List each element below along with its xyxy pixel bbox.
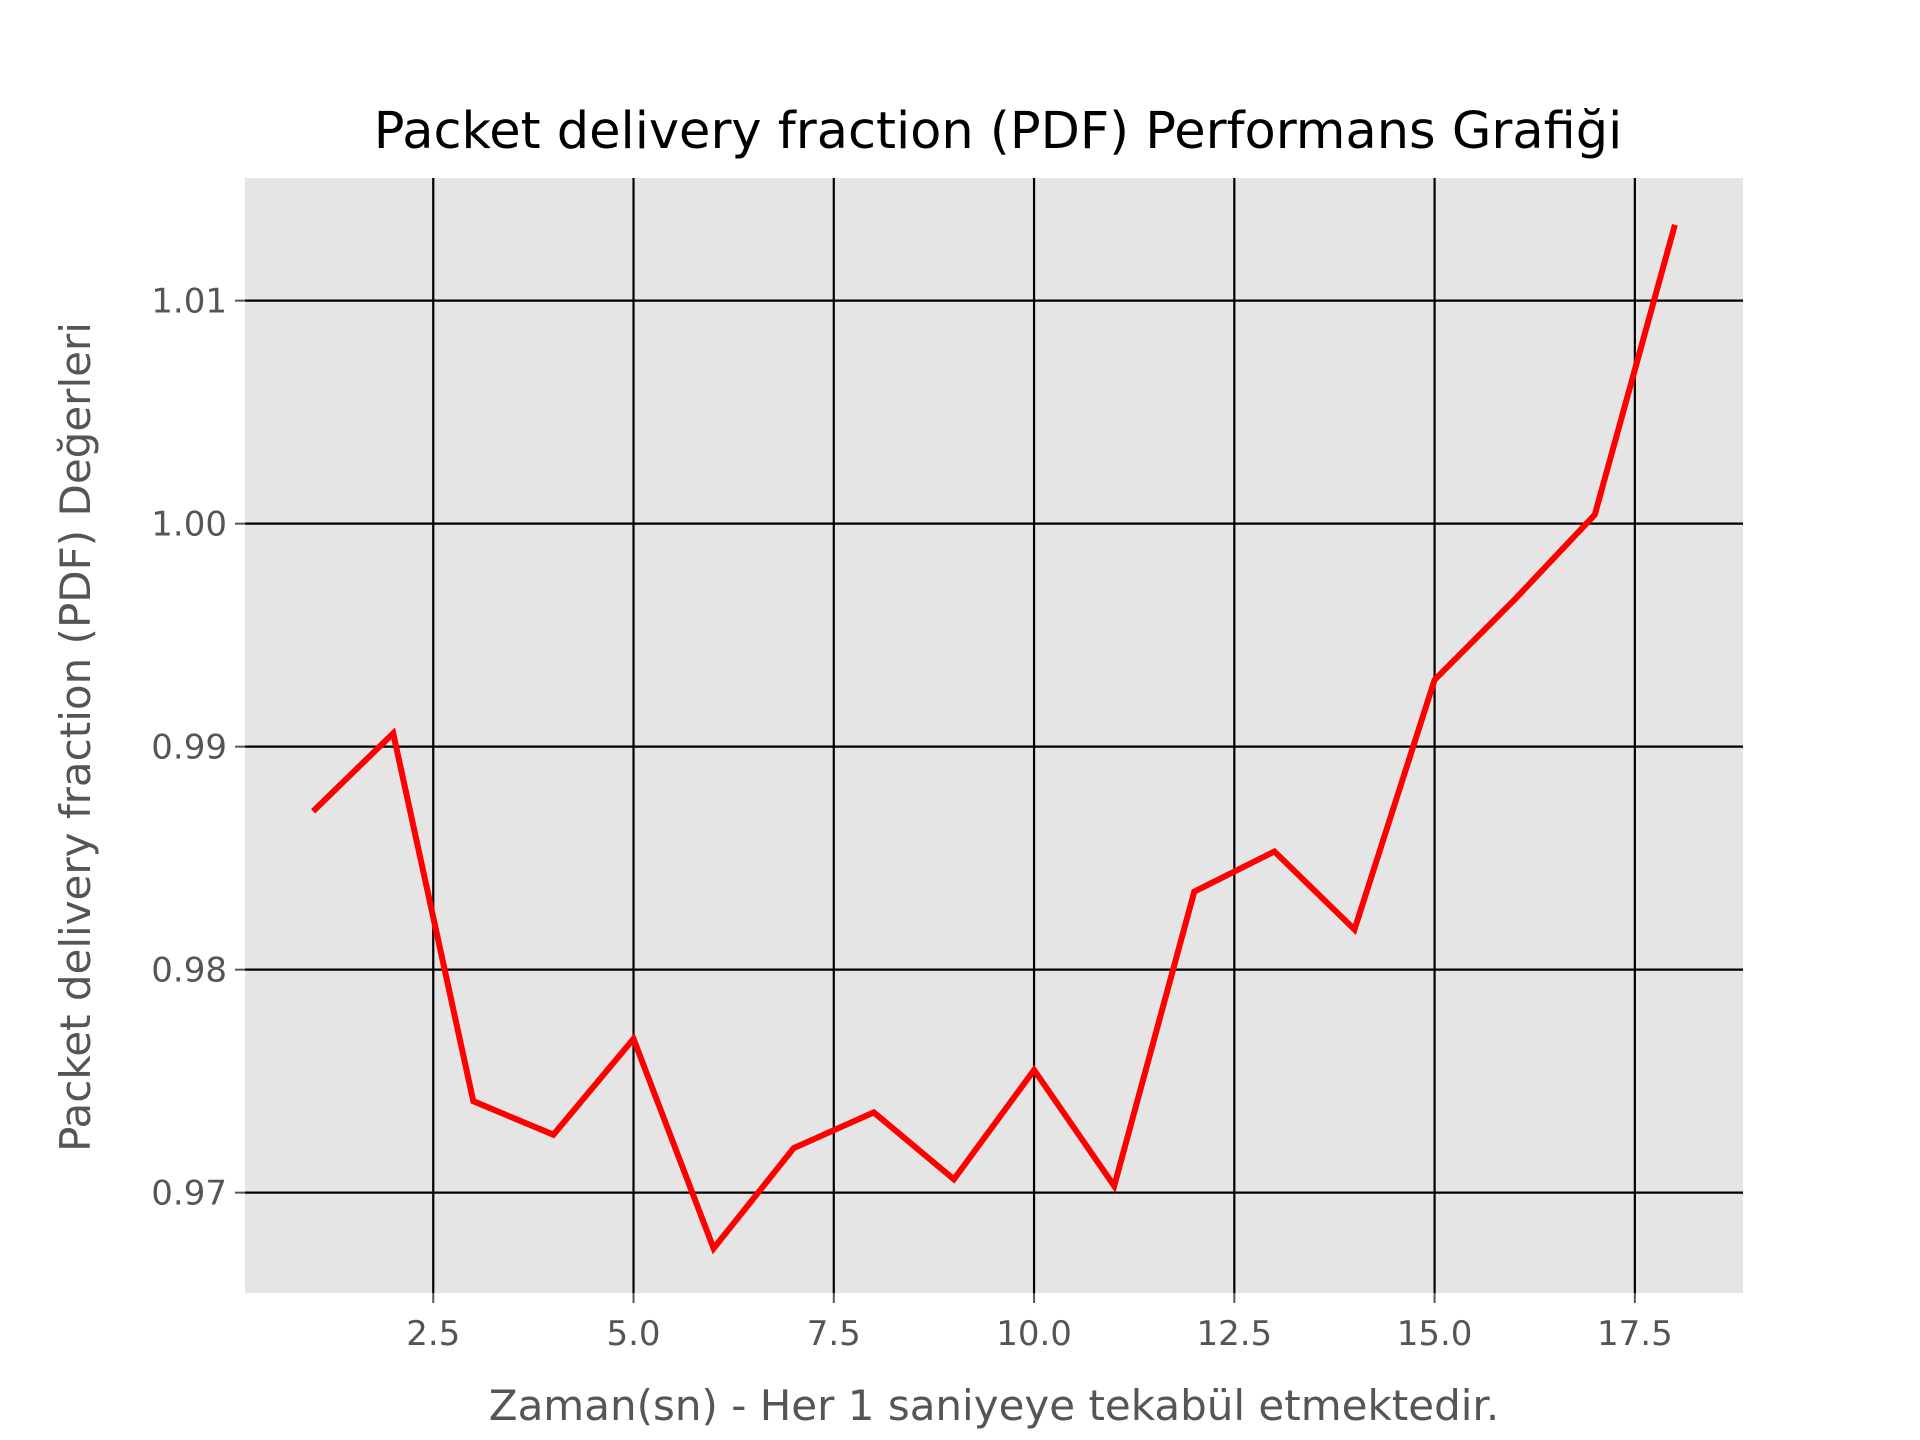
y-tick-label: 0.99 (151, 728, 227, 768)
chart-title: Packet delivery fraction (PDF) Performan… (374, 102, 1623, 161)
x-tick-label: 2.5 (406, 1314, 460, 1354)
y-axis-ticks: 0.97 0.98 0.99 1.00 1.01 (151, 282, 245, 1214)
series-group (311, 224, 1678, 1255)
y-tick-label: 1.01 (151, 282, 227, 322)
x-axis-label: Zaman(sn) - Her 1 saniyeye tekabül etmek… (489, 1381, 1499, 1430)
grid-lines (245, 178, 1743, 1293)
series-line (311, 224, 1678, 1255)
x-tick-label: 15.0 (1397, 1314, 1473, 1354)
x-tick-label: 7.5 (807, 1314, 861, 1354)
x-tick-label: 12.5 (1196, 1314, 1272, 1354)
x-tick-label: 10.0 (996, 1314, 1072, 1354)
y-tick-label: 0.97 (151, 1174, 227, 1214)
x-axis-ticks: 2.5 5.0 7.5 10.0 12.5 15.0 17.5 (406, 1293, 1673, 1354)
x-tick-label: 17.5 (1597, 1314, 1673, 1354)
x-tick-label: 5.0 (606, 1314, 660, 1354)
y-tick-label: 1.00 (151, 505, 227, 545)
y-tick-label: 0.98 (151, 951, 227, 991)
y-axis-label: Packet delivery fraction (PDF) Değerleri (51, 322, 100, 1152)
